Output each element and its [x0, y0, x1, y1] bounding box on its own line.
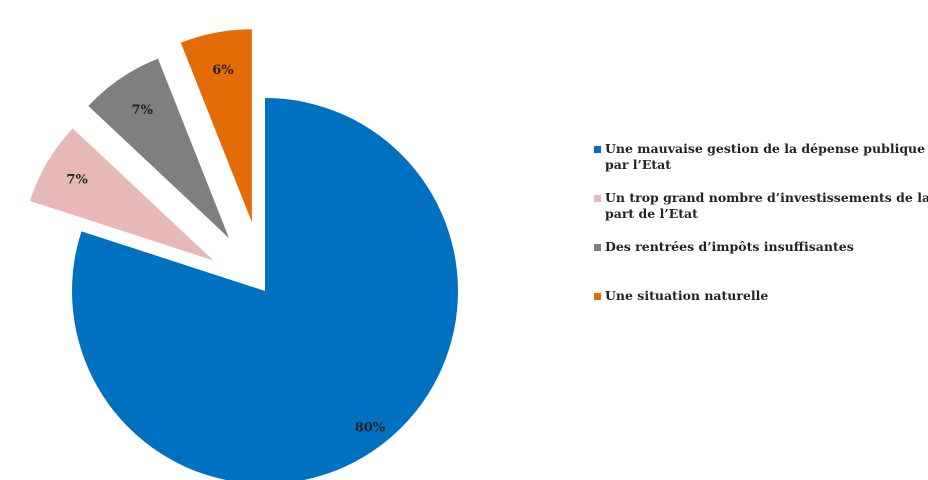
legend-label-line: Une situation naturelle	[605, 288, 769, 303]
legend-item-situation-naturelle: Une situation naturelle	[594, 288, 928, 304]
data-label-situation-naturelle: 6%	[212, 63, 234, 78]
legend-label-line: Un trop grand nombre d’investissements d…	[605, 190, 928, 205]
legend-label-line: part de l’Etat	[605, 206, 698, 221]
legend-item-investissements: Un trop grand nombre d’investissements d…	[594, 190, 928, 222]
legend-item-mauvaise-gestion: Une mauvaise gestion de la dépense publi…	[594, 141, 928, 173]
pie-data-labels: 80% 7% 7% 6%	[66, 63, 385, 435]
legend-swatch-rentrees-impots	[594, 244, 601, 251]
legend-item-rentrees-impots: Des rentrées d’impôts insuffisantes	[594, 239, 928, 255]
pie-slice-situation-naturelle	[180, 29, 252, 223]
pie-slice-rentrees-impots	[88, 58, 230, 239]
legend-label-line: par l’Etat	[605, 157, 672, 172]
pie-slice-investissements	[29, 128, 214, 261]
data-label-mauvaise-gestion: 80%	[355, 421, 386, 436]
data-label-rentrees-impots: 7%	[132, 103, 154, 118]
legend-swatch-mauvaise-gestion	[594, 146, 601, 153]
pie-slices	[29, 29, 458, 480]
pie-chart: 80% 7% 7% 6%	[29, 29, 458, 480]
legend-label-line: Des rentrées d’impôts insuffisantes	[605, 239, 854, 254]
legend-label-line: Une mauvaise gestion de la dépense publi…	[605, 141, 926, 156]
legend-swatch-situation-naturelle	[594, 293, 601, 300]
pie-slice-mauvaise-gestion	[72, 98, 458, 480]
data-label-investissements: 7%	[66, 172, 88, 187]
legend-swatch-investissements	[594, 195, 601, 202]
legend: Une mauvaise gestion de la dépense publi…	[594, 141, 928, 304]
